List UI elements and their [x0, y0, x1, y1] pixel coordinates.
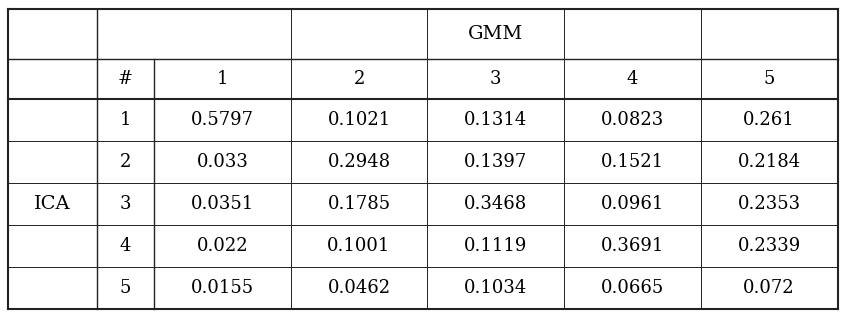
Text: 0.2339: 0.2339 — [738, 237, 801, 255]
Text: 0.2948: 0.2948 — [327, 153, 391, 171]
Text: 0.5797: 0.5797 — [191, 111, 254, 129]
Text: 0.3691: 0.3691 — [601, 237, 664, 255]
Text: 0.1397: 0.1397 — [464, 153, 527, 171]
Text: 0.1001: 0.1001 — [327, 237, 391, 255]
Text: 0.1785: 0.1785 — [327, 195, 391, 213]
Text: 0.022: 0.022 — [196, 237, 248, 255]
Text: 0.1119: 0.1119 — [464, 237, 527, 255]
Text: ICA: ICA — [34, 195, 71, 213]
Text: 0.3468: 0.3468 — [464, 195, 527, 213]
Text: 1: 1 — [119, 111, 131, 129]
Text: 5: 5 — [119, 279, 131, 297]
Text: 2: 2 — [354, 70, 365, 88]
Text: 0.1521: 0.1521 — [601, 153, 664, 171]
Text: 3: 3 — [490, 70, 502, 88]
Text: 0.0665: 0.0665 — [601, 279, 664, 297]
Text: 0.0462: 0.0462 — [327, 279, 391, 297]
Text: 0.0351: 0.0351 — [190, 195, 254, 213]
Text: GMM: GMM — [468, 25, 524, 43]
Text: 0.2353: 0.2353 — [738, 195, 801, 213]
Text: 4: 4 — [627, 70, 638, 88]
Text: 5: 5 — [763, 70, 775, 88]
Text: 0.1021: 0.1021 — [327, 111, 391, 129]
Text: 0.1314: 0.1314 — [464, 111, 527, 129]
Text: 0.2184: 0.2184 — [738, 153, 801, 171]
Text: 0.0823: 0.0823 — [601, 111, 664, 129]
Text: 0.1034: 0.1034 — [464, 279, 527, 297]
Text: 1: 1 — [217, 70, 228, 88]
Text: 0.0961: 0.0961 — [601, 195, 664, 213]
Text: 0.0155: 0.0155 — [191, 279, 254, 297]
Text: #: # — [118, 70, 133, 88]
Text: 3: 3 — [119, 195, 131, 213]
Text: 0.033: 0.033 — [196, 153, 248, 171]
Text: 4: 4 — [119, 237, 131, 255]
Text: 2: 2 — [119, 153, 131, 171]
Text: 0.261: 0.261 — [744, 111, 795, 129]
Text: 0.072: 0.072 — [744, 279, 795, 297]
